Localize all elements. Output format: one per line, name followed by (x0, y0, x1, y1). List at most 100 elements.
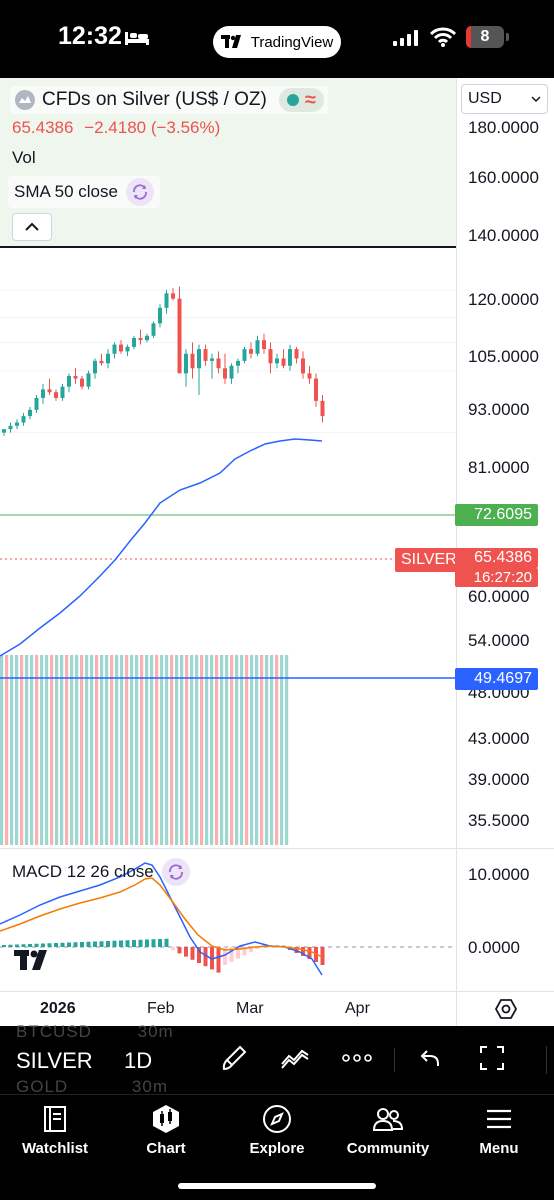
toolbar-separator (394, 1048, 395, 1072)
macd-histogram-bar (80, 942, 84, 947)
undo-icon (420, 1050, 439, 1066)
currency-select[interactable]: USD (461, 84, 548, 114)
candle-body (281, 358, 286, 366)
candle-body (86, 373, 91, 387)
blue-line-price-tag[interactable]: 49.4697 (455, 668, 538, 690)
macd-chart-svg[interactable] (0, 849, 456, 991)
candle-body (184, 353, 188, 374)
candle-body (112, 344, 117, 354)
volume-bar (15, 655, 19, 845)
macd-histogram-bar (60, 942, 65, 947)
price-chart-svg[interactable] (0, 78, 456, 848)
symbol-name-tag: SILVER (395, 548, 463, 572)
volume-bar (85, 655, 89, 845)
macd-histogram-bar (112, 940, 117, 947)
volume-bar (70, 655, 74, 845)
volume-bar (200, 655, 204, 845)
market-status-badge[interactable]: ≈ (278, 88, 324, 112)
app-indicator-pill[interactable]: TradingView (213, 26, 341, 58)
refresh-loop-icon[interactable] (125, 178, 154, 206)
fullscreen-button[interactable] (476, 1042, 508, 1074)
tab-watchlist[interactable]: Watchlist (0, 1100, 110, 1157)
volume-bar (180, 655, 184, 845)
macd-histogram-bar (132, 940, 136, 947)
legend-change: −2.4180 (−3.56%) (84, 118, 221, 137)
candle-body (197, 349, 201, 369)
macd-histogram-bar (203, 947, 208, 967)
candle-body (203, 349, 208, 361)
ghost-symbol: GOLD (16, 1077, 69, 1096)
macd-histogram-bar (15, 944, 19, 947)
volume-bar (265, 655, 269, 845)
macd-histogram-bar (177, 947, 182, 954)
volume-bar (125, 655, 129, 845)
legend-volume-indicator[interactable]: Vol (12, 148, 36, 167)
more-options-button[interactable] (341, 1042, 373, 1074)
price-axis-label: 39.0000 (468, 770, 530, 789)
macd-histogram-bar (41, 943, 45, 947)
green-line-price-tag[interactable]: 72.6095 (455, 504, 538, 526)
chart-settings-icon[interactable] (494, 997, 518, 1021)
symbol-selector-button[interactable]: SILVER (16, 1048, 93, 1073)
macd-axis-label: 10.0000 (468, 865, 530, 884)
ghost-watchlist-row: GOLD 30m (16, 1077, 168, 1097)
candle-body (132, 337, 136, 347)
volume-bar (40, 655, 44, 845)
volume-bar (225, 655, 229, 845)
tab-explore[interactable]: Explore (222, 1100, 332, 1157)
macd-histogram-bar (21, 944, 26, 947)
last-price-tag: 65.4386 (455, 548, 538, 568)
pane-separator[interactable] (0, 246, 456, 248)
drawing-tools-button[interactable] (218, 1042, 250, 1074)
undo-button[interactable] (414, 1042, 446, 1074)
tab-chart[interactable]: Chart (111, 1100, 221, 1157)
macd-pane-separator[interactable] (0, 848, 554, 849)
macd-indicator-label: MACD 12 26 close (12, 862, 154, 881)
candle-body (54, 392, 58, 398)
bottom-tab-bar (0, 1094, 554, 1200)
candle-body (249, 349, 253, 354)
volume-bar (65, 655, 69, 845)
collapse-legend-button[interactable] (12, 213, 52, 241)
volume-bar (245, 655, 249, 845)
macd-histogram-bar (184, 947, 188, 957)
ghost-interval: 30m (137, 1022, 174, 1041)
price-axis-label: 43.0000 (468, 729, 530, 748)
indicators-button[interactable] (279, 1042, 311, 1074)
volume-bar (80, 655, 84, 845)
tab-community[interactable]: Community (333, 1100, 443, 1157)
volume-bar (220, 655, 224, 845)
volume-bar (100, 655, 104, 845)
book-icon (0, 1102, 110, 1136)
candle-body (288, 349, 292, 366)
candle-body (242, 349, 247, 361)
interval-selector-button[interactable]: 1D (124, 1048, 153, 1073)
bar-countdown-tag: 16:27:20 (455, 568, 538, 587)
candle-body (164, 293, 169, 308)
chevron-up-icon (25, 222, 39, 231)
macd-histogram-bar (8, 944, 13, 947)
home-indicator[interactable] (178, 1183, 376, 1189)
volume-bar (185, 655, 189, 845)
macd-histogram-bar (216, 947, 221, 973)
tab-menu[interactable]: Menu (444, 1100, 554, 1157)
cellular-signal-icon (393, 30, 418, 46)
candle-body (236, 360, 240, 366)
legend-sma-indicator[interactable]: SMA 50 close (8, 176, 160, 208)
volume-bar (25, 655, 29, 845)
price-axis-label: 140.0000 (468, 226, 539, 245)
volume-bar (105, 655, 109, 845)
macd-histogram-bar (242, 947, 247, 956)
candle-body (47, 389, 52, 393)
candle-body (60, 386, 65, 398)
time-axis-label: Apr (345, 1000, 370, 1017)
ghost-symbol: BTCUSD (16, 1022, 92, 1041)
refresh-loop-icon[interactable] (161, 858, 190, 886)
macd-indicator-legend[interactable]: MACD 12 26 close (12, 858, 190, 886)
candle-body (158, 307, 162, 324)
volume-bar (135, 655, 139, 845)
volume-bar (55, 655, 59, 845)
legend-title-row[interactable]: CFDs on Silver (US$ / OZ) ≈ (10, 86, 328, 114)
candle-body (145, 335, 149, 341)
volume-bar (150, 655, 154, 845)
